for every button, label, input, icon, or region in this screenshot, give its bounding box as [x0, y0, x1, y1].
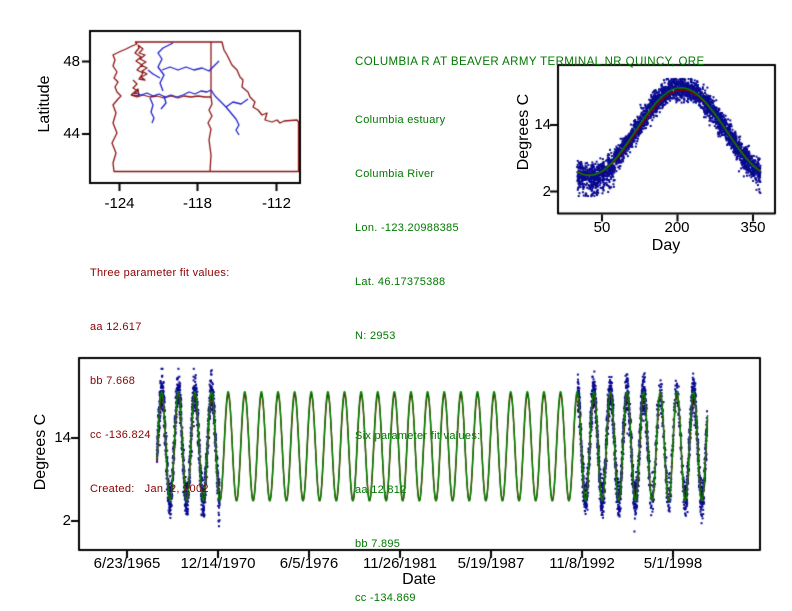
- seasonal-xtick-350: 350: [740, 219, 766, 236]
- timeseries-xtick-1981: 11/26/1981: [363, 555, 437, 572]
- station-line-lon: Lon. -123.20988385: [355, 222, 459, 234]
- timeseries-xtick-1998: 5/1/1998: [643, 555, 703, 572]
- map-xtick-n118: -118: [183, 195, 212, 212]
- seasonal-xtick-50: 50: [593, 219, 611, 236]
- three-param-bb: bb 7.668: [90, 375, 136, 387]
- map-y-axis-label: Latitude: [36, 75, 53, 133]
- six-param-header: Six parameter fit values:: [355, 430, 481, 442]
- seasonal-x-axis-label: Day: [651, 237, 681, 254]
- three-param-cc: cc -136.824: [90, 429, 151, 441]
- timeseries-xtick-1987: 5/19/1987: [457, 555, 525, 572]
- timeseries-xtick-1965: 6/23/1965: [93, 555, 161, 572]
- three-param-annotation-block: Three parameter fit values: aa 12.617 bb…: [90, 228, 230, 534]
- station-line-n: N: 2953: [355, 330, 396, 342]
- timeseries-y-axis-label: Degrees C: [32, 413, 49, 491]
- six-param-bb: bb 7.895: [355, 538, 401, 550]
- timeseries-ytick-14: 14: [54, 429, 71, 446]
- six-param-cc: cc -134.869: [355, 592, 416, 604]
- station-line-lat: Lat. 46.17375388: [355, 276, 446, 288]
- six-param-aa: aa 12.812: [355, 484, 407, 496]
- spacer: [355, 381, 481, 391]
- seasonal-ytick-2: 2: [542, 183, 551, 200]
- seasonal-xtick-200: 200: [664, 219, 690, 236]
- timeseries-xtick-1992: 11/8/1992: [549, 555, 615, 572]
- map-ytick-48: 48: [63, 53, 80, 70]
- map-xtick-n112: -112: [262, 195, 291, 212]
- seasonal-ytick-14: 14: [534, 116, 551, 133]
- timeseries-xtick-1976: 6/5/1976: [279, 555, 339, 572]
- created-date: Created: Jan. 2, 2002: [90, 483, 209, 495]
- map-ytick-44: 44: [63, 125, 80, 142]
- timeseries-x-axis-label: Date: [402, 571, 436, 588]
- three-param-aa: aa 12.617: [90, 321, 142, 333]
- three-param-header: Three parameter fit values:: [90, 267, 230, 279]
- map-xtick-n124: -124: [104, 195, 135, 212]
- station-line-estuary: Columbia estuary: [355, 114, 446, 126]
- station-annotation-block: Columbia estuary Columbia River Lon. -12…: [355, 75, 481, 611]
- timeseries-xtick-1970: 12/14/1970: [180, 555, 256, 572]
- station-line-river: Columbia River: [355, 168, 435, 180]
- seasonal-plot-title: COLUMBIA R AT BEAVER ARMY TERMINAL NR QU…: [355, 56, 705, 68]
- timeseries-ytick-2: 2: [62, 512, 71, 529]
